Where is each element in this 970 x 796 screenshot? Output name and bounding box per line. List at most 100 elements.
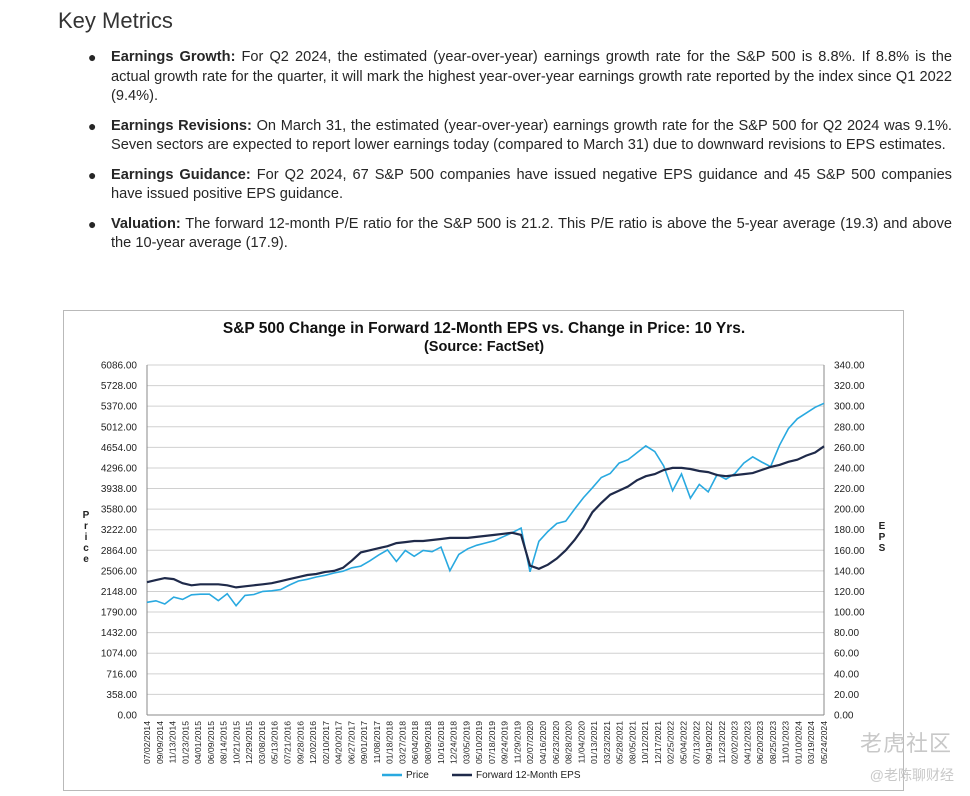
left-axis-ticks: 6086.00 5728.00 5370.00 5012.00 4654.00 4296.…: [101, 361, 138, 722]
x-tick-label: 02/02/2023: [730, 721, 740, 764]
x-tick-label: 04/20/2017: [334, 721, 344, 764]
y2-tick-label: 240.00: [834, 463, 865, 474]
metric-label: Earnings Revisions:: [111, 117, 252, 134]
legend-label-eps: Forward 12-Month EPS: [476, 770, 581, 781]
metric-label: Valuation:: [111, 215, 181, 232]
metric-label: Earnings Growth:: [111, 49, 236, 65]
y-tick-label: 5728.00: [101, 381, 138, 392]
x-tick-label: 04/01/2015: [193, 721, 203, 764]
chart-subtitle: (Source: FactSet): [424, 339, 544, 355]
y-tick-label: 3222.00: [101, 525, 138, 536]
x-tick-label: 02/10/2017: [321, 721, 331, 764]
y2-tick-label: 20.00: [834, 690, 859, 701]
y-tick-label: 1790.00: [101, 608, 138, 619]
y-tick-label: 6086.00: [101, 361, 138, 372]
legend-label-price: Price: [406, 770, 429, 781]
x-tick-label: 06/27/2017: [346, 721, 356, 764]
x-tick-label: 02/07/2020: [525, 721, 535, 764]
x-tick-label: 08/05/2021: [627, 721, 637, 764]
key-metrics-list: ● Earnings Growth: For Q2 2024, the esti…: [88, 48, 952, 264]
x-tick-label: 11/29/2019: [512, 721, 522, 764]
x-tick-label: 05/13/2016: [270, 721, 280, 764]
x-tick-label: 09/19/2022: [704, 721, 714, 764]
metric-earnings-guidance: ● Earnings Guidance: For Q2 2024, 67 S&P…: [88, 166, 952, 205]
y2-tick-label: 260.00: [834, 443, 865, 454]
y2-tick-label: 220.00: [834, 484, 865, 495]
watermark-author: @老陈聊财经: [869, 767, 954, 783]
bullet-icon: ●: [88, 215, 97, 232]
metric-earnings-revisions: ● Earnings Revisions: On March 31, the e…: [88, 117, 952, 156]
chart-title: S&P 500 Change in Forward 12-Month EPS v…: [223, 320, 745, 337]
x-tick-label: 01/13/2021: [589, 721, 599, 764]
y2-tick-label: 340.00: [834, 361, 865, 372]
x-tick-label: 07/18/2019: [487, 721, 497, 764]
y-tick-label: 2148.00: [101, 587, 138, 598]
x-tick-label: 01/10/2024: [793, 721, 803, 764]
y-tick-label: 5012.00: [101, 422, 138, 433]
section-title: Key Metrics: [58, 8, 173, 33]
x-tick-label: 01/18/2018: [385, 721, 395, 764]
x-tick-label: 11/08/2017: [372, 721, 382, 764]
watermark-logo: 老虎社区: [859, 731, 952, 756]
x-tick-label: 08/09/2018: [423, 721, 433, 764]
x-tick-label: 08/25/2023: [768, 721, 778, 764]
y-tick-label: 0.00: [118, 711, 138, 722]
x-tick-label: 08/28/2020: [564, 721, 574, 764]
y-tick-label: 2864.00: [101, 546, 138, 557]
metric-earnings-growth: ● Earnings Growth: For Q2 2024, the esti…: [88, 48, 952, 107]
y-tick-label: 1432.00: [101, 628, 138, 639]
x-tick-label: 03/05/2019: [461, 721, 471, 764]
eps-price-chart: S&P 500 Change in Forward 12-Month EPS v…: [63, 310, 904, 791]
y2-tick-label: 40.00: [834, 669, 859, 680]
series-line-price: [146, 402, 825, 607]
x-tick-label: 04/12/2023: [742, 721, 752, 764]
x-tick-label: 01/23/2015: [180, 721, 190, 764]
y-tick-label: 1074.00: [101, 649, 138, 660]
metric-text: For Q2 2024, the estimated (year-over-ye…: [111, 49, 953, 104]
x-tick-label: 05/04/2022: [678, 721, 688, 764]
x-tick-label: 03/27/2018: [397, 721, 407, 764]
x-tick-label: 11/01/2023: [781, 721, 791, 764]
x-tick-label: 10/12/2021: [640, 721, 650, 764]
x-tick-label: 12/17/2021: [653, 721, 663, 764]
metric-valuation: ● Valuation: The forward 12-month P/E ra…: [88, 215, 952, 254]
x-tick-label: 08/14/2015: [219, 721, 229, 764]
x-tick-label: 07/02/2014: [142, 721, 152, 764]
x-tick-label: 11/13/2014: [168, 721, 178, 764]
y2-tick-label: 280.00: [834, 422, 865, 433]
chart-canvas: S&P 500 Change in Forward 12-Month EPS v…: [83, 320, 886, 781]
x-tick-label: 10/16/2018: [436, 721, 446, 764]
x-tick-label: 03/19/2024: [806, 721, 816, 764]
y2-tick-label: 180.00: [834, 525, 865, 536]
y2-tick-label: 300.00: [834, 402, 865, 413]
x-axis-ticks: 07/02/2014 09/09/2014 11/13/2014 01/23/2015…: [142, 721, 829, 764]
x-tick-label: 02/25/2022: [666, 721, 676, 764]
x-tick-label: 12/24/2018: [449, 721, 459, 764]
x-tick-label: 06/20/2023: [755, 721, 765, 764]
metric-text: On March 31, the estimated (year-over-ye…: [111, 117, 952, 154]
x-tick-label: 04/16/2020: [538, 721, 548, 764]
x-tick-label: 11/23/2022: [717, 721, 727, 764]
x-tick-label: 05/28/2021: [615, 721, 625, 764]
x-tick-label: 03/08/2016: [257, 721, 267, 764]
y2-tick-label: 140.00: [834, 566, 865, 577]
right-axis-ticks: 340.00 320.00 300.00 280.00 260.00 240.00 220.…: [834, 361, 865, 722]
y-tick-label: 2506.00: [101, 566, 138, 577]
y2-tick-label: 80.00: [834, 628, 859, 639]
y-tick-label: 3580.00: [101, 505, 138, 516]
y2-tick-label: 320.00: [834, 381, 865, 392]
series-line-eps: [146, 445, 825, 589]
x-tick-label: 06/04/2018: [410, 721, 420, 764]
metric-label: Earnings Guidance:: [111, 166, 251, 183]
x-tick-label: 03/23/2021: [602, 721, 612, 764]
y-tick-label: 4296.00: [101, 463, 138, 474]
x-tick-label: 05/24/2024: [819, 721, 829, 764]
bullet-icon: ●: [88, 117, 97, 134]
y2-tick-label: 100.00: [834, 608, 865, 619]
x-tick-label: 09/09/2014: [155, 721, 165, 764]
bullet-icon: ●: [88, 49, 97, 65]
y-tick-label: 716.00: [106, 669, 137, 680]
y2-tick-label: 60.00: [834, 649, 859, 660]
